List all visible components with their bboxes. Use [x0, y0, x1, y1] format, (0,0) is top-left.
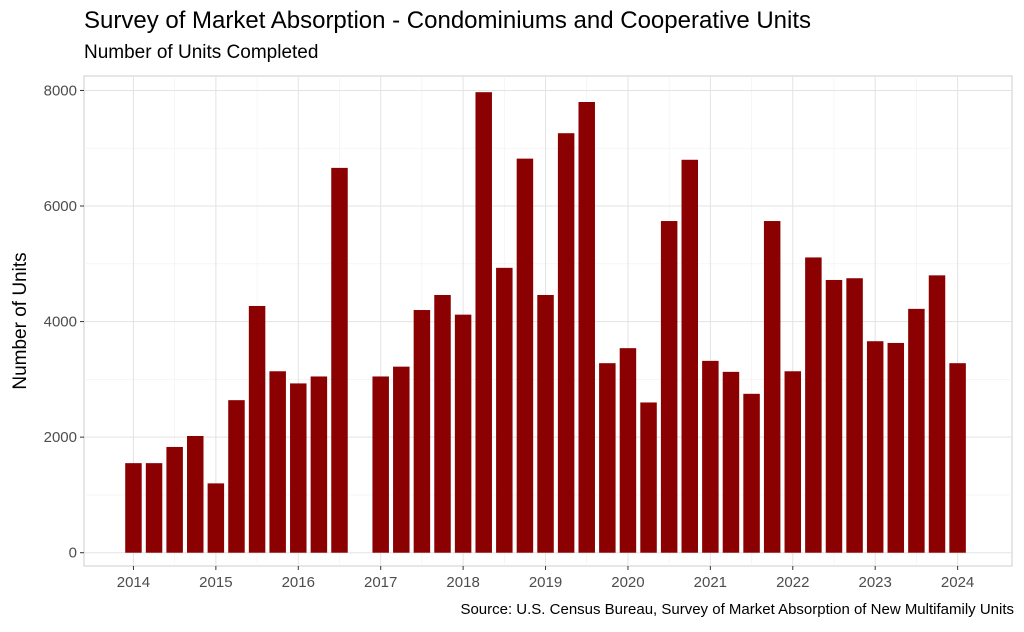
- bar: [207, 483, 225, 553]
- bar: [413, 310, 431, 553]
- bar: [825, 279, 843, 553]
- x-tick-label: 2015: [199, 574, 232, 591]
- bar: [784, 371, 802, 553]
- x-tick-label: 2014: [117, 574, 150, 591]
- bar: [805, 257, 822, 553]
- x-tick-label: 2019: [529, 574, 562, 591]
- y-tick-label: 2000: [44, 429, 77, 446]
- bar: [393, 366, 410, 553]
- bar: [496, 267, 513, 553]
- bar: [516, 158, 534, 553]
- y-axis-title: Number of Units: [10, 252, 31, 389]
- bar: [290, 383, 307, 553]
- bar: [557, 133, 575, 553]
- bar: [537, 294, 554, 553]
- bar: [166, 446, 183, 553]
- y-tick-label: 4000: [44, 314, 77, 331]
- x-tick-label: 2022: [776, 574, 809, 591]
- bar: [743, 393, 760, 553]
- bar: [887, 342, 905, 553]
- bar: [145, 463, 163, 553]
- bar: [949, 363, 966, 553]
- bar: [722, 371, 740, 553]
- x-tick-label: 2018: [446, 574, 479, 591]
- bar: [578, 102, 595, 553]
- bar: [310, 376, 328, 553]
- x-tick-label: 2016: [282, 574, 315, 591]
- bar: [702, 360, 719, 553]
- y-axis: 0 2000 4000 6000 8000: [44, 82, 84, 562]
- bar: [660, 221, 678, 553]
- bar: [331, 167, 348, 553]
- bar: [866, 341, 884, 553]
- chart-title: Survey of Market Absorption - Condominiu…: [84, 7, 812, 34]
- bar: [619, 348, 637, 553]
- x-tick-label: 2020: [611, 574, 644, 591]
- y-tick-label: 6000: [44, 198, 77, 215]
- bar: [681, 159, 698, 553]
- bar: [248, 305, 266, 553]
- bar: [454, 314, 472, 553]
- bar: [228, 400, 245, 553]
- x-tick-label: 2023: [859, 574, 892, 591]
- bars: [125, 92, 966, 553]
- bar: [434, 294, 451, 553]
- bar: [846, 278, 863, 553]
- bar: [187, 435, 204, 553]
- bar: [475, 92, 492, 553]
- chart-caption: Source: U.S. Census Bureau, Survey of Ma…: [460, 601, 1014, 618]
- bar: [372, 376, 389, 553]
- bar: [640, 402, 657, 553]
- bar: [928, 275, 946, 553]
- y-tick-label: 0: [69, 545, 77, 562]
- bar: [269, 371, 286, 553]
- x-axis: 2014 2015 2016 2017 2018 2019 2020 2021 2022 2023…: [117, 566, 974, 591]
- bar: [908, 308, 925, 553]
- x-tick-label: 2017: [364, 574, 397, 591]
- x-tick-label: 2021: [694, 574, 727, 591]
- bar: [125, 463, 142, 553]
- chart-subtitle: Number of Units Completed: [84, 42, 319, 63]
- bar: [599, 363, 616, 553]
- x-tick-label: 2024: [941, 574, 974, 591]
- bar: [763, 221, 781, 553]
- y-tick-label: 8000: [44, 82, 77, 99]
